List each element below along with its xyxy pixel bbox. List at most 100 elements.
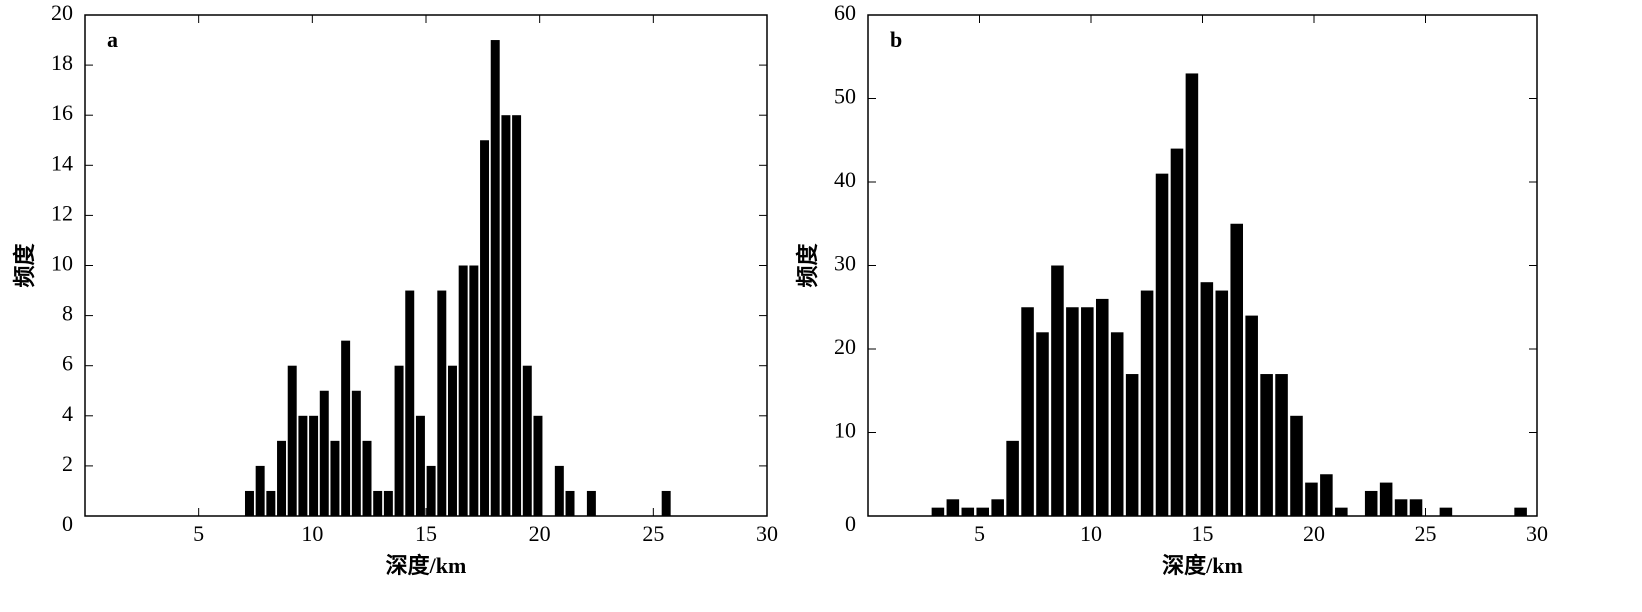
bar xyxy=(426,465,436,516)
x-tick-label: 20 xyxy=(529,521,551,546)
bar xyxy=(1290,415,1303,516)
bar xyxy=(1051,265,1064,516)
bar xyxy=(1335,507,1348,516)
y-tick-label: 60 xyxy=(834,0,856,25)
bar xyxy=(1021,307,1034,516)
bar xyxy=(1394,499,1408,516)
bar xyxy=(512,115,522,516)
bar xyxy=(1036,332,1049,516)
bar xyxy=(1245,315,1258,516)
bar xyxy=(1364,490,1378,516)
bar xyxy=(946,499,960,516)
y-tick-label: 4 xyxy=(62,401,73,426)
bar xyxy=(1275,374,1288,516)
bar xyxy=(277,440,287,516)
bar xyxy=(244,490,254,516)
x-tick-label: 15 xyxy=(1192,521,1214,546)
bar xyxy=(383,490,393,516)
bar xyxy=(661,490,671,516)
x-tick-label: 5 xyxy=(974,521,985,546)
y-tick-label: 40 xyxy=(834,167,856,192)
y-tick-label: 6 xyxy=(62,351,73,376)
y-tick-label: 2 xyxy=(62,451,73,476)
bar xyxy=(1379,482,1393,516)
y-tick-label: 18 xyxy=(51,50,73,75)
y-tick-label: 0 xyxy=(62,511,73,536)
bar xyxy=(490,40,500,517)
bar xyxy=(1409,499,1423,516)
x-axis-label: 深度/km xyxy=(386,553,467,578)
bar xyxy=(976,507,990,516)
x-tick-label: 30 xyxy=(756,521,778,546)
x-tick-label: 10 xyxy=(1080,521,1102,546)
bar xyxy=(362,440,372,516)
bar xyxy=(1305,482,1318,516)
bar xyxy=(1081,307,1094,516)
y-tick-label: 12 xyxy=(51,200,73,225)
bar xyxy=(1200,282,1214,516)
bar xyxy=(501,115,511,516)
bar xyxy=(319,390,329,516)
bar xyxy=(1215,290,1229,516)
panel-label: a xyxy=(107,27,118,52)
bar xyxy=(330,440,340,516)
y-tick-label: 16 xyxy=(51,100,73,125)
bar xyxy=(1110,332,1124,516)
bar xyxy=(1125,374,1139,516)
x-tick-label: 15 xyxy=(415,521,437,546)
x-tick-label: 5 xyxy=(193,521,204,546)
y-axis-label: 频度 xyxy=(795,243,820,288)
bar xyxy=(1140,290,1154,516)
bar xyxy=(554,465,564,516)
bar xyxy=(373,490,383,516)
bar xyxy=(931,507,945,516)
bar xyxy=(341,340,351,516)
y-tick-label: 10 xyxy=(834,418,856,443)
y-tick-label: 20 xyxy=(51,0,73,25)
bar xyxy=(586,490,596,516)
bar xyxy=(1095,298,1109,516)
y-tick-label: 14 xyxy=(51,150,73,175)
y-tick-label: 8 xyxy=(62,301,73,326)
bar xyxy=(458,265,468,516)
bar xyxy=(1170,148,1184,516)
bar xyxy=(1439,507,1453,516)
bar xyxy=(266,490,276,516)
x-tick-label: 30 xyxy=(1526,521,1548,546)
x-axis-label: 深度/km xyxy=(1162,553,1243,578)
x-tick-label: 20 xyxy=(1303,521,1325,546)
bar xyxy=(309,415,319,516)
bar xyxy=(298,415,308,516)
bar xyxy=(1514,507,1527,516)
bar xyxy=(351,390,361,516)
bar xyxy=(1155,173,1169,516)
bar xyxy=(1320,474,1333,516)
bar xyxy=(287,365,297,516)
y-tick-label: 20 xyxy=(834,334,856,359)
bar xyxy=(1006,440,1019,516)
bar xyxy=(415,415,425,516)
y-tick-label: 50 xyxy=(834,84,856,109)
bar xyxy=(1066,307,1079,516)
bar xyxy=(522,365,532,516)
bar xyxy=(405,290,415,516)
bar xyxy=(469,265,479,516)
bar xyxy=(565,490,575,516)
y-axis-label: 频度 xyxy=(12,243,37,288)
bar xyxy=(447,365,457,516)
x-tick-label: 10 xyxy=(301,521,323,546)
bar xyxy=(991,499,1004,516)
panel-label: b xyxy=(890,27,902,52)
bar xyxy=(480,140,490,516)
bar xyxy=(961,507,975,516)
bar xyxy=(394,365,404,516)
bar xyxy=(1185,73,1199,516)
x-tick-label: 25 xyxy=(642,521,664,546)
bar xyxy=(1260,374,1273,516)
y-tick-label: 10 xyxy=(51,251,73,276)
bar xyxy=(533,415,543,516)
bar xyxy=(255,465,265,516)
y-tick-label: 30 xyxy=(834,251,856,276)
axes-box xyxy=(84,14,768,517)
